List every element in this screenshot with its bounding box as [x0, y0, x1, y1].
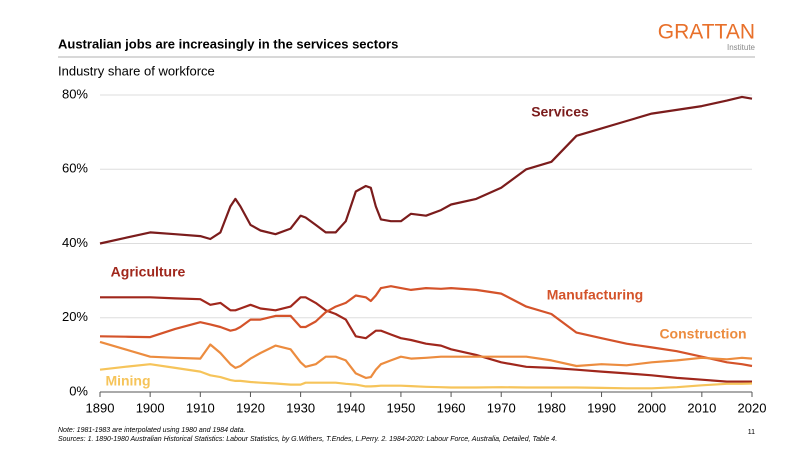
y-tick-label: 40%: [62, 235, 88, 250]
series-label: Services: [531, 104, 589, 120]
x-tick-label: 2020: [738, 400, 767, 415]
series-label: Construction: [659, 326, 746, 342]
series-label: Agriculture: [111, 264, 186, 280]
x-tick-label: 2000: [637, 400, 666, 415]
logo-subtitle: Institute: [727, 43, 756, 52]
x-tick-label: 1990: [587, 400, 616, 415]
y-tick-label: 0%: [69, 383, 88, 398]
x-tick-label: 2010: [687, 400, 716, 415]
source: Sources: 1. 1890-1980 Australian Histori…: [58, 436, 557, 443]
logo-title: GRATTAN: [658, 21, 755, 44]
x-tick-label: 1960: [437, 400, 466, 415]
series-line: [99, 340, 753, 379]
x-tick-label: 1890: [86, 400, 115, 415]
x-tick-label: 1910: [186, 400, 215, 415]
x-tick-label: 1940: [336, 400, 365, 415]
x-tick-label: 1900: [136, 400, 165, 415]
y-tick-label: 80%: [62, 86, 88, 101]
chart-subtitle: Industry share of workforce: [58, 63, 215, 78]
x-tick-label: 1980: [537, 400, 566, 415]
x-tick-label: 1970: [487, 400, 516, 415]
x-tick-label: 1920: [236, 400, 265, 415]
series-line: [99, 95, 753, 245]
note: Note: 1981-1983 are interpolated using 1…: [58, 427, 246, 434]
y-tick-label: 60%: [62, 161, 88, 176]
series-line: [99, 285, 753, 368]
y-tick-label: 20%: [62, 309, 88, 324]
series-label: Mining: [105, 373, 150, 389]
x-tick-label: 1950: [386, 400, 415, 415]
series-line: [99, 363, 753, 390]
series-label: Manufacturing: [547, 287, 643, 303]
x-tick-label: 1930: [286, 400, 315, 415]
series-line: [100, 296, 752, 383]
chart-title: Australian jobs are increasingly in the …: [58, 36, 398, 51]
page-number: 11: [748, 429, 755, 436]
